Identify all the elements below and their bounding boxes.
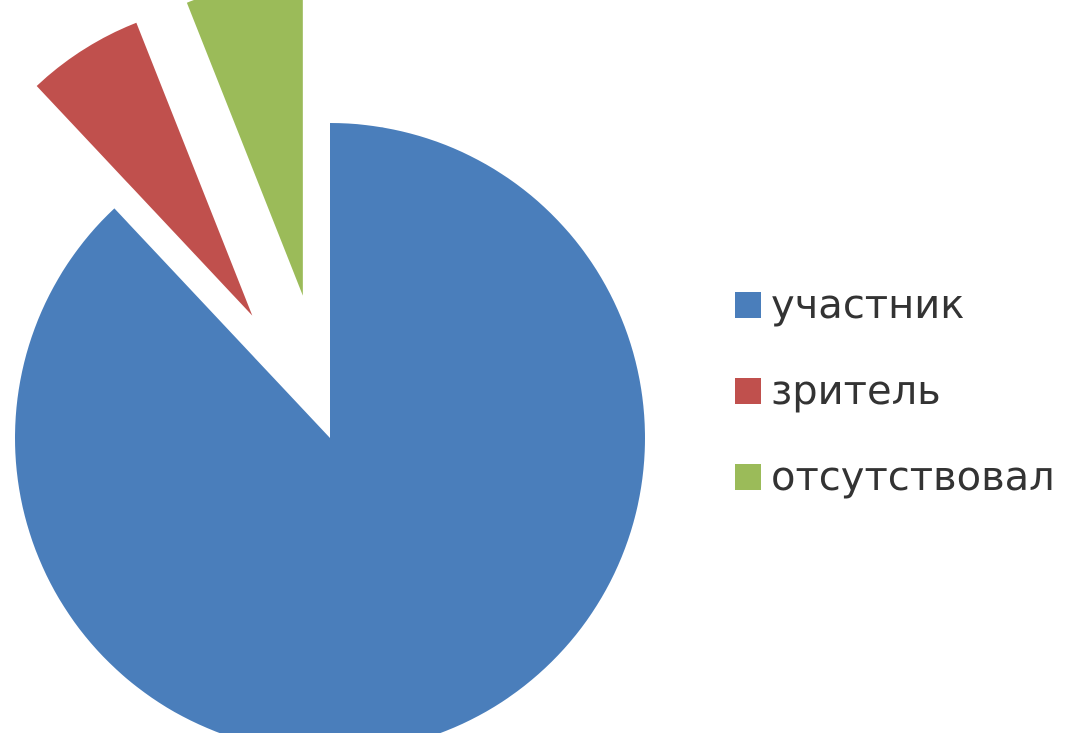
legend-swatch-uchastnik	[735, 292, 761, 318]
pie-slice-otsutstvoval	[186, 0, 303, 296]
legend-swatch-otsutstvoval	[735, 464, 761, 490]
legend-label-otsutstvoval: отсутствовал	[771, 454, 1055, 500]
legend-label-zritel: зритель	[771, 368, 941, 414]
pie-slice-zritel	[36, 22, 253, 316]
legend-item-zritel: зритель	[735, 348, 1055, 434]
legend-item-otsutstvoval: отсутствовал	[735, 434, 1055, 520]
legend-label-uchastnik: участник	[771, 282, 965, 328]
legend-swatch-zritel	[735, 378, 761, 404]
pie-slice-uchastnik	[15, 123, 645, 737]
chart-legend: участник зритель отсутствовал	[735, 262, 1055, 520]
legend-item-uchastnik: участник	[735, 262, 1055, 348]
